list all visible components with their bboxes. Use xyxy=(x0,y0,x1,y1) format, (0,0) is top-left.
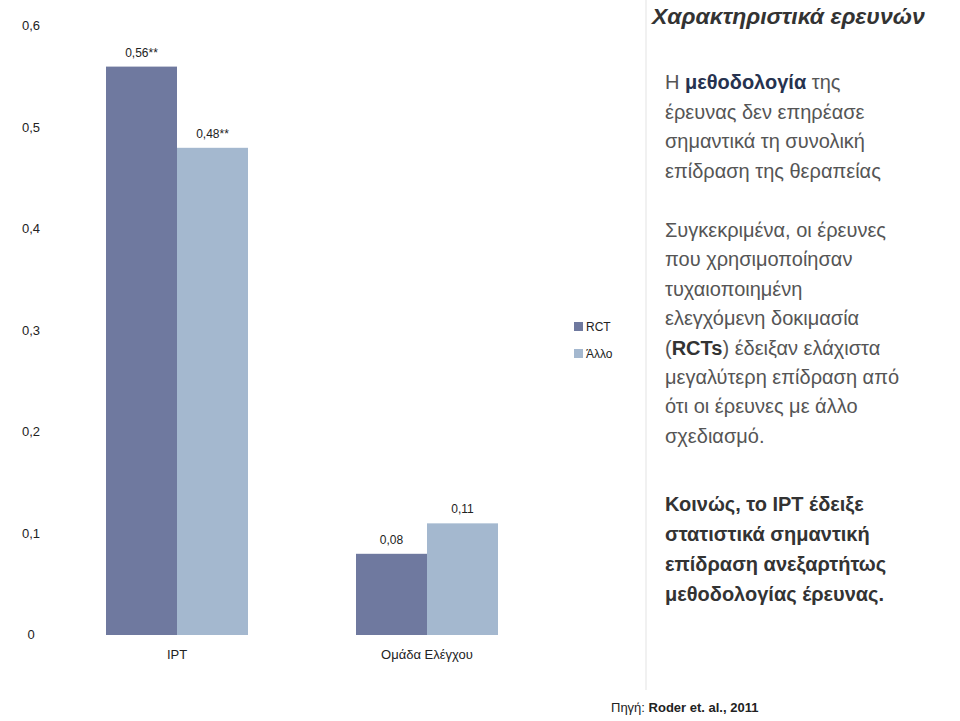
panel-line: Κοινώς, το IPT έδειξε xyxy=(665,493,864,515)
text-run: επίδραση της θεραπείας xyxy=(665,160,881,182)
text-run: ότι οι έρευνες με άλλο xyxy=(665,395,858,417)
data-label: 0,11 xyxy=(451,502,474,516)
legend-swatch xyxy=(574,322,583,331)
panel-line: ελεγχόμενη δοκιμασία xyxy=(665,307,859,329)
text-run: της xyxy=(806,71,841,93)
panel-line: Συγκεκριμένα, οι έρευνες xyxy=(665,219,886,241)
text-run: στατιστικά σημαντική xyxy=(665,523,870,545)
panel-line: (RCTs) έδειξαν ελάχιστα xyxy=(665,337,880,359)
page: 0 0,1 0,2 0,3 0,4 0,5 0,6 IPT Ομάδα Ελέγχου 0,56*… xyxy=(0,0,960,721)
x-tick-label: Ομάδα Ελέγχου xyxy=(381,647,473,662)
text-run: ) έδειξαν ελάχιστα xyxy=(722,337,880,359)
bar xyxy=(106,67,177,635)
text-run: που χρησιμοποίησαν xyxy=(665,248,852,270)
legend-swatch xyxy=(574,349,583,358)
text-run: RCTs xyxy=(672,337,723,359)
panel-line: στατιστικά σημαντική xyxy=(665,523,870,545)
y-tick-label: 0,5 xyxy=(22,120,40,135)
data-label: 0,08 xyxy=(380,533,404,547)
panel-line: σχεδιασμό. xyxy=(665,425,764,447)
bar xyxy=(177,148,248,635)
source: Πηγή: Roder et. al., 2011 xyxy=(611,700,758,715)
text-panel: Χαρακτηριστικά ερευνών Η μεθοδολογία της έ… xyxy=(650,3,925,605)
panel-line: τυχαιοποιημένη xyxy=(665,278,802,300)
text-run: επίδραση ανεξαρτήτως xyxy=(665,553,886,575)
panel-line: επίδραση της θεραπείας xyxy=(665,160,881,182)
text-run: ελεγχόμενη δοκιμασία xyxy=(665,307,859,329)
y-tick-label: 0,1 xyxy=(22,526,40,541)
source-run: Πηγή: xyxy=(611,700,649,715)
panel-line: επίδραση ανεξαρτήτως xyxy=(665,553,886,575)
panel-title: Χαρακτηριστικά ερευνών xyxy=(650,3,925,29)
panel-line: σημαντικά τη συνολική xyxy=(665,130,865,152)
panel-line: Η μεθοδολογία της xyxy=(665,71,841,93)
text-run: μεθοδολογία xyxy=(685,71,807,93)
text-run: σημαντικά τη συνολική xyxy=(665,130,865,152)
text-run: Συγκεκριμένα, οι έρευνες xyxy=(665,219,886,241)
y-tick-label: 0,2 xyxy=(22,424,40,439)
panel-line: μεγαλύτερη επίδραση από xyxy=(665,366,899,388)
data-label: 0,56** xyxy=(125,46,158,60)
y-tick-label: 0 xyxy=(27,627,34,642)
data-labels: 0,56** 0,08 0,48** 0,11 xyxy=(125,46,474,547)
text-run: τυχαιοποιημένη xyxy=(665,278,802,300)
panel-line: έρευνας δεν επηρέασε xyxy=(665,101,865,123)
y-tick-label: 0,3 xyxy=(22,323,40,338)
data-label: 0,48** xyxy=(196,127,229,141)
y-tick-label: 0,6 xyxy=(22,18,40,33)
legend-label: Άλλο xyxy=(586,347,613,361)
panel-line: μεθοδολογίας έρευνας. xyxy=(665,583,884,605)
panel-line: που χρησιμοποίησαν xyxy=(665,248,852,270)
text-run: σχεδιασμό. xyxy=(665,425,764,447)
legend-label: RCT xyxy=(586,320,611,334)
text-run: Η xyxy=(665,71,685,93)
text-run: μεθοδολογίας έρευνας. xyxy=(665,583,884,605)
text-run: μεγαλύτερη επίδραση από xyxy=(665,366,899,388)
separator xyxy=(646,0,647,690)
panel-line: ότι οι έρευνες με άλλο xyxy=(665,395,858,417)
legend: RCT Άλλο xyxy=(574,320,613,361)
bar xyxy=(427,523,498,635)
bars xyxy=(106,67,498,635)
text-run: έρευνας δεν επηρέασε xyxy=(665,101,865,123)
y-axis: 0 0,1 0,2 0,3 0,4 0,5 0,6 xyxy=(22,18,40,642)
source-run: Roder et. al., 2011 xyxy=(649,700,759,715)
bar xyxy=(356,554,427,635)
text-run: Κοινώς, το IPT έδειξε xyxy=(665,493,864,515)
y-tick-label: 0,4 xyxy=(22,221,40,236)
x-tick-label: IPT xyxy=(167,647,187,662)
x-axis: IPT Ομάδα Ελέγχου xyxy=(167,647,473,662)
